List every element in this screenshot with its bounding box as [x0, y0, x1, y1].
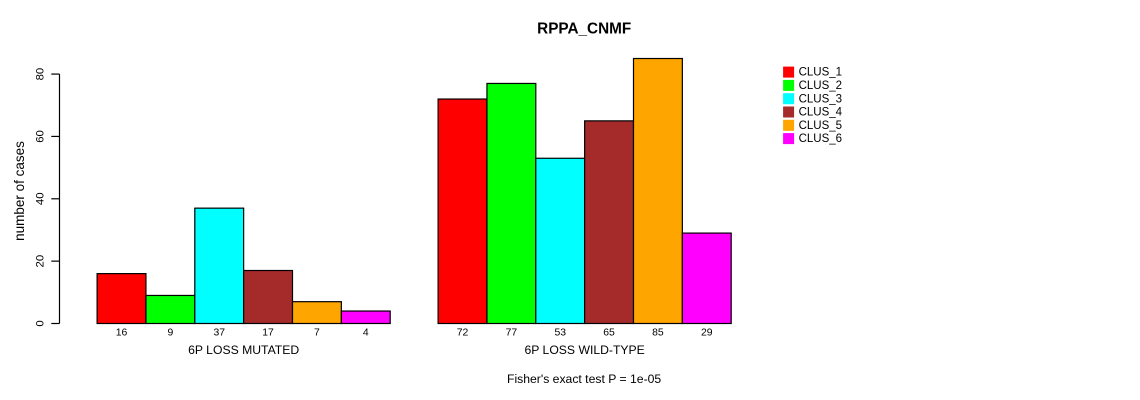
- svg-text:CLUS_5: CLUS_5: [799, 120, 842, 132]
- svg-text:6P LOSS WILD-TYPE: 6P LOSS WILD-TYPE: [524, 343, 644, 357]
- svg-text:number of cases: number of cases: [12, 141, 27, 241]
- svg-text:20: 20: [34, 255, 46, 268]
- svg-text:4: 4: [363, 328, 369, 339]
- svg-text:CLUS_1: CLUS_1: [799, 67, 842, 79]
- svg-text:29: 29: [701, 328, 713, 339]
- svg-text:53: 53: [554, 328, 566, 339]
- svg-text:0: 0: [34, 320, 46, 326]
- svg-text:72: 72: [457, 328, 469, 339]
- svg-text:CLUS_2: CLUS_2: [799, 80, 842, 92]
- svg-text:9: 9: [167, 328, 173, 339]
- svg-text:60: 60: [34, 130, 46, 143]
- svg-text:65: 65: [603, 328, 615, 339]
- svg-text:7: 7: [314, 328, 320, 339]
- svg-text:CLUS_6: CLUS_6: [799, 133, 842, 145]
- svg-text:RPPA_CNMF: RPPA_CNMF: [537, 21, 631, 38]
- svg-text:CLUS_4: CLUS_4: [799, 107, 843, 119]
- svg-text:Fisher's exact test P = 1e-05: Fisher's exact test P = 1e-05: [507, 372, 661, 386]
- svg-text:37: 37: [213, 328, 225, 339]
- svg-text:80: 80: [34, 68, 46, 81]
- svg-text:40: 40: [34, 193, 46, 206]
- svg-text:16: 16: [116, 328, 128, 339]
- svg-text:17: 17: [262, 328, 274, 339]
- svg-text:77: 77: [506, 328, 518, 339]
- svg-text:CLUS_3: CLUS_3: [799, 93, 842, 105]
- svg-text:85: 85: [652, 328, 664, 339]
- svg-text:6P LOSS MUTATED: 6P LOSS MUTATED: [188, 343, 299, 357]
